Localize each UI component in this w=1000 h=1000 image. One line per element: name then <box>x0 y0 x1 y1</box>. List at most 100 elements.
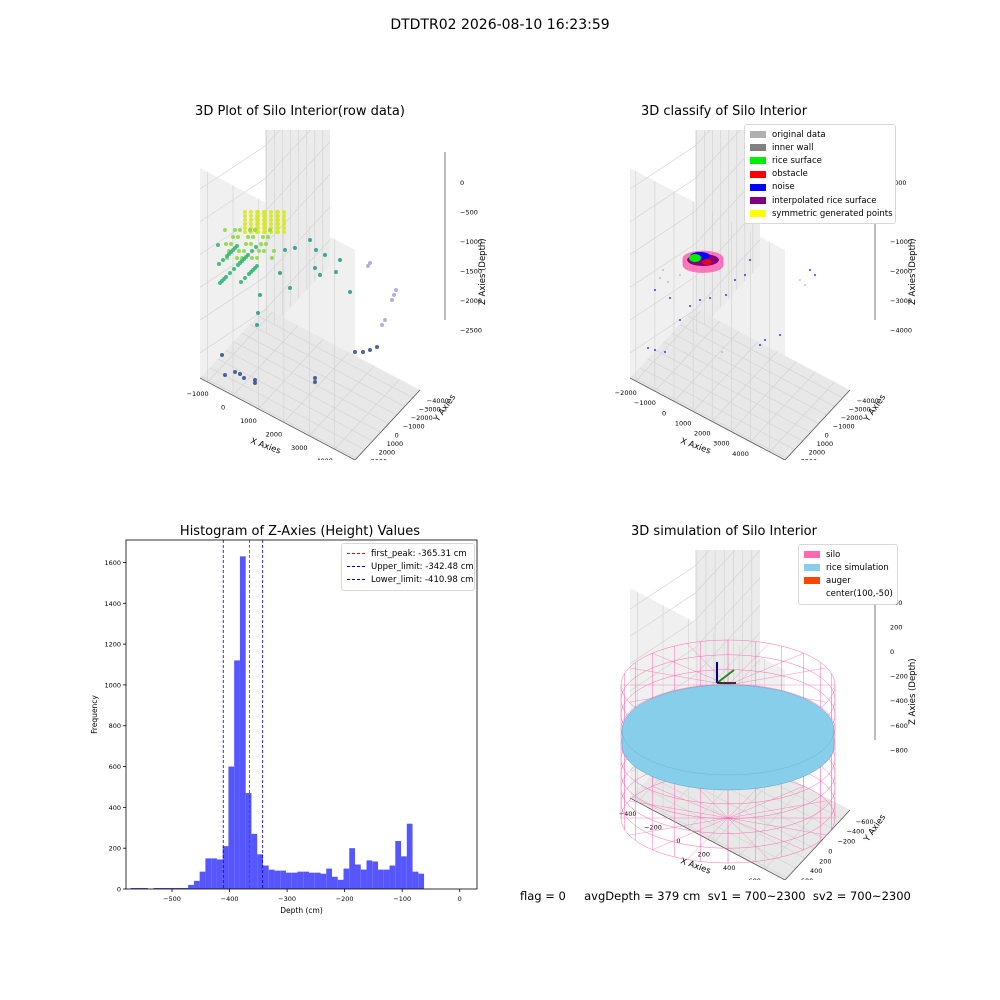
panel4-3d-plot: −400 −200 0 200 400 600 600 400 200 0 −200 −400 −600… <box>619 550 918 880</box>
data-point <box>263 218 267 222</box>
data-point <box>222 277 226 281</box>
grid-line <box>679 324 835 407</box>
grid-line <box>217 358 373 442</box>
legend-line <box>347 553 365 555</box>
data-point <box>270 256 274 260</box>
silo-line <box>686 643 729 686</box>
grid-line <box>209 367 365 450</box>
legend-label: symmetric generated points <box>772 208 893 219</box>
histogram-bar <box>418 873 425 889</box>
y-tick-label: −3000 <box>849 405 871 413</box>
data-point <box>243 218 247 222</box>
x-tick-label: 0 <box>221 403 225 411</box>
legend-label: inner wall <box>772 142 814 153</box>
z-tick-label: −4000 <box>890 326 912 334</box>
auger-axis-y <box>716 669 735 684</box>
silo-line <box>727 817 804 851</box>
histogram-bar <box>308 872 315 889</box>
data-point <box>253 381 257 385</box>
legend-swatch <box>750 144 766 152</box>
y-tick-label: 2000 <box>379 449 396 457</box>
noise-point <box>699 299 701 301</box>
legend-item-center: center(100,-50) <box>804 588 893 601</box>
grid-line <box>629 550 711 610</box>
legend-item-interpolated: interpolated rice surface <box>750 194 890 207</box>
x-tick-label: 0 <box>662 409 666 417</box>
data-point <box>334 270 338 274</box>
z-axis-label: Z Axies (Depth) <box>908 658 918 725</box>
data-point <box>249 210 253 214</box>
data-point <box>256 226 260 230</box>
data-point <box>243 222 247 226</box>
grid-line <box>241 332 397 416</box>
noise-point <box>709 297 711 299</box>
data-point <box>266 235 270 239</box>
histogram-bar <box>205 858 212 889</box>
z-tick-label: 200 <box>890 623 902 631</box>
data-point <box>244 255 248 259</box>
legend-label: Lower_limit: -410.98 cm <box>371 574 474 585</box>
data-point <box>394 288 398 292</box>
grid-line <box>629 577 761 692</box>
legend-swatch <box>804 577 820 585</box>
grid-line <box>309 365 375 437</box>
legend-item-lower-limit: Lower_limit: -410.98 cm <box>347 573 473 586</box>
legend-item-silo: silo <box>804 548 892 561</box>
silo-line <box>652 785 729 819</box>
y-tick-label: −2000 <box>841 414 863 422</box>
y-tick-label: 600 <box>801 877 813 880</box>
data-point <box>258 293 262 297</box>
histogram-bar <box>245 793 252 889</box>
data-point <box>276 214 280 218</box>
data-point <box>216 243 220 247</box>
data-point <box>243 214 247 218</box>
z-tick-label: −800 <box>890 746 908 754</box>
y-tick-label: 2000 <box>809 449 826 457</box>
data-point <box>308 238 312 242</box>
legend-label: rice surface <box>772 155 822 166</box>
x-tick-label: 0 <box>676 837 680 845</box>
legend-label: obstacle <box>772 169 808 180</box>
data-point <box>263 230 267 234</box>
grid-line <box>692 341 759 412</box>
histogram-bar <box>199 871 206 889</box>
data-point <box>223 228 227 232</box>
grid-line <box>629 206 761 321</box>
grid-line <box>654 320 721 392</box>
grid-line <box>639 367 795 450</box>
data-point <box>256 210 260 214</box>
panel3-title: Histogram of Z-Axies (Height) Values <box>179 524 421 539</box>
grid-line <box>640 785 797 869</box>
legend-item-symmetric: symmetric generated points <box>750 207 893 220</box>
legend-label: auger <box>826 575 851 586</box>
histogram-bar <box>130 887 137 889</box>
y-tick-label: −3000 <box>419 405 441 413</box>
z-tick-label: −1000 <box>890 238 912 246</box>
rice-simulation-top <box>621 684 835 776</box>
z-tick-label: −1000 <box>460 238 482 246</box>
data-point <box>338 258 342 262</box>
histogram-bar <box>372 861 379 889</box>
x-axis-label: Depth (cm) <box>280 906 323 915</box>
histogram-bar <box>257 854 263 889</box>
y-tick-label: 3000 <box>371 457 388 460</box>
histogram-bar <box>274 870 281 889</box>
x-axis-line <box>199 377 356 460</box>
y-axis-label: Frequency <box>90 695 99 734</box>
legend-item-auger: auger <box>804 574 892 587</box>
data-point <box>380 323 384 327</box>
noise-point <box>725 294 727 296</box>
data-point <box>229 250 233 254</box>
panel4-legend: silo rice simulation auger center(100,-5… <box>798 544 898 605</box>
data-point <box>246 235 250 239</box>
data-point <box>243 226 247 230</box>
grid-line <box>629 130 711 190</box>
data-point <box>251 235 255 239</box>
y-tick-label: −2000 <box>411 414 433 422</box>
data-point <box>314 248 318 252</box>
panel2-legend: original data inner wall rice surface ob… <box>744 124 896 225</box>
data-point <box>249 218 253 222</box>
data-point <box>383 318 387 322</box>
data-point <box>269 218 273 222</box>
z-tick-label: −2000 <box>890 267 912 275</box>
